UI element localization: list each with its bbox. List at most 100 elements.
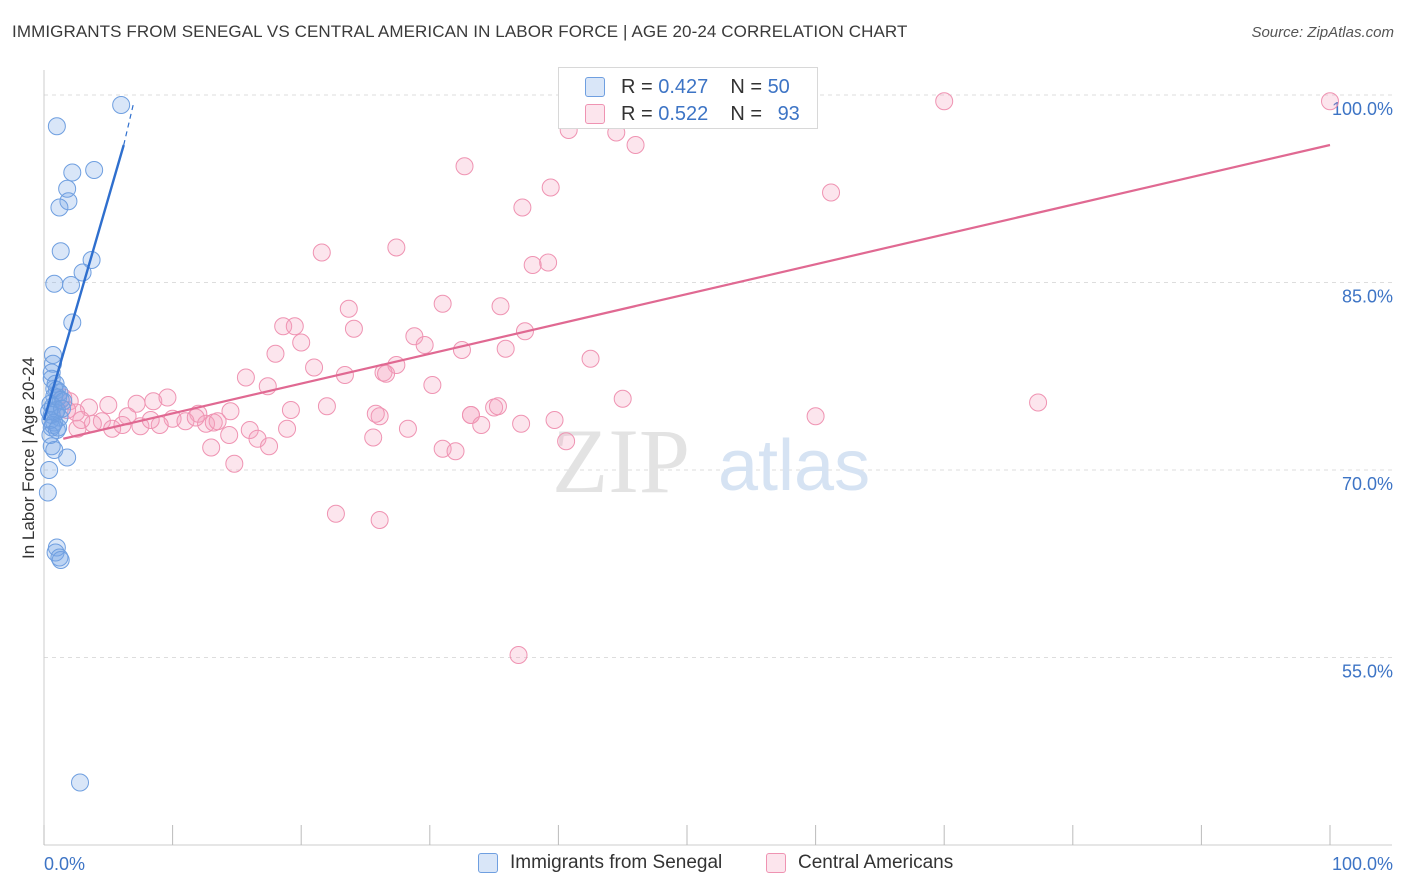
stats-legend: R = 0.427 N = 50 R = 0.522 N = 93 bbox=[558, 67, 818, 129]
senegal-r-value: 0.427 bbox=[658, 75, 709, 98]
senegal-point bbox=[62, 276, 81, 294]
central-point bbox=[512, 414, 531, 433]
senegal-point bbox=[51, 242, 70, 261]
central-point bbox=[387, 238, 406, 257]
central-point bbox=[266, 344, 285, 363]
n-label: N = bbox=[730, 102, 762, 125]
central-point bbox=[523, 256, 542, 274]
central-point bbox=[236, 368, 255, 387]
central-point bbox=[68, 419, 87, 438]
central-point bbox=[339, 299, 358, 318]
senegal-point bbox=[85, 161, 104, 179]
central-point bbox=[186, 408, 205, 427]
senegal-point bbox=[47, 117, 66, 136]
central-point bbox=[176, 412, 195, 431]
central-point bbox=[581, 349, 600, 368]
central-point bbox=[202, 438, 221, 457]
central-point bbox=[281, 401, 300, 419]
central-point bbox=[312, 243, 331, 262]
senegal-point bbox=[40, 461, 59, 479]
senegal-point bbox=[58, 448, 77, 467]
central-point bbox=[317, 397, 336, 416]
central-point bbox=[370, 511, 389, 529]
central-point bbox=[935, 92, 954, 111]
central-point bbox=[509, 646, 528, 664]
central-point bbox=[364, 428, 383, 447]
n-label: N = bbox=[730, 75, 762, 98]
senegal-legend-swatch bbox=[478, 853, 498, 873]
senegal-point bbox=[51, 551, 70, 569]
senegal-point bbox=[45, 274, 64, 293]
senegal-point bbox=[49, 418, 68, 437]
central-point bbox=[513, 198, 532, 217]
central-point bbox=[1029, 393, 1048, 412]
x-tick-label: 100.0% bbox=[1332, 854, 1393, 874]
central-point bbox=[613, 389, 632, 408]
r-label: R = bbox=[621, 75, 653, 98]
central-point bbox=[822, 183, 841, 202]
legend-item-central[interactable]: Central Americans bbox=[766, 852, 953, 874]
central-point bbox=[545, 411, 564, 429]
central-point bbox=[398, 419, 417, 438]
y-tick-label: 55.0% bbox=[1342, 662, 1393, 682]
stats-row-senegal: R = 0.427 N = 50 bbox=[585, 75, 790, 99]
central-point bbox=[99, 396, 118, 414]
central-point bbox=[326, 504, 345, 523]
central-point bbox=[260, 437, 279, 456]
central-point bbox=[415, 336, 434, 354]
source-label: Source: ZipAtlas.com bbox=[1251, 24, 1394, 41]
central-american-points bbox=[54, 92, 1339, 664]
x-tick-labels: 0.0% 100.0% bbox=[44, 854, 1393, 874]
r-label: R = bbox=[621, 102, 653, 125]
central-point bbox=[208, 412, 227, 431]
central-point bbox=[220, 426, 239, 444]
senegal-point bbox=[54, 392, 73, 411]
central-r-value: 0.522 bbox=[658, 102, 709, 125]
central-point bbox=[423, 376, 442, 394]
gridlines bbox=[44, 94, 1392, 658]
senegal-point bbox=[50, 198, 69, 217]
watermark-atlas: atlas bbox=[718, 426, 870, 506]
central-trend-line bbox=[63, 143, 1331, 440]
central-n-value: 93 bbox=[777, 102, 800, 125]
senegal-trend-line bbox=[42, 144, 125, 421]
central-point bbox=[472, 416, 491, 434]
senegal-swatch bbox=[585, 77, 605, 97]
stats-row-central: R = 0.522 N = 93 bbox=[585, 102, 800, 126]
central-legend-swatch bbox=[766, 853, 786, 873]
central-point bbox=[278, 419, 297, 438]
central-point bbox=[1321, 92, 1339, 111]
central-point bbox=[292, 333, 311, 352]
senegal-point bbox=[53, 399, 72, 418]
y-tick-label: 100.0% bbox=[1332, 99, 1393, 119]
trend-lines bbox=[42, 101, 1331, 440]
central-point bbox=[225, 454, 244, 473]
central-point bbox=[197, 414, 216, 433]
senegal-point bbox=[63, 163, 82, 182]
central-point bbox=[455, 157, 474, 176]
central-point bbox=[158, 388, 177, 407]
central-point bbox=[557, 432, 576, 451]
central-point bbox=[72, 411, 91, 429]
legend-item-senegal[interactable]: Immigrants from Senegal bbox=[478, 852, 722, 874]
central-point bbox=[541, 178, 560, 197]
senegal-point bbox=[71, 773, 90, 792]
central-point bbox=[539, 253, 558, 272]
central-point bbox=[305, 358, 324, 377]
axes bbox=[43, 70, 1392, 846]
x-tick-label: 0.0% bbox=[44, 854, 85, 874]
central-point bbox=[366, 404, 385, 423]
chart-title: IMMIGRANTS FROM SENEGAL VS CENTRAL AMERI… bbox=[12, 22, 908, 41]
central-point bbox=[491, 297, 510, 316]
senegal-trend-extension bbox=[123, 101, 135, 146]
central-point bbox=[626, 136, 645, 154]
senegal-n-value: 50 bbox=[767, 75, 790, 98]
legend-label-central: Central Americans bbox=[798, 852, 954, 873]
senegal-point bbox=[38, 483, 57, 502]
central-point bbox=[377, 364, 396, 383]
senegal-points bbox=[38, 96, 131, 792]
central-point bbox=[344, 319, 363, 338]
senegal-point bbox=[41, 426, 60, 444]
central-point bbox=[806, 407, 825, 426]
